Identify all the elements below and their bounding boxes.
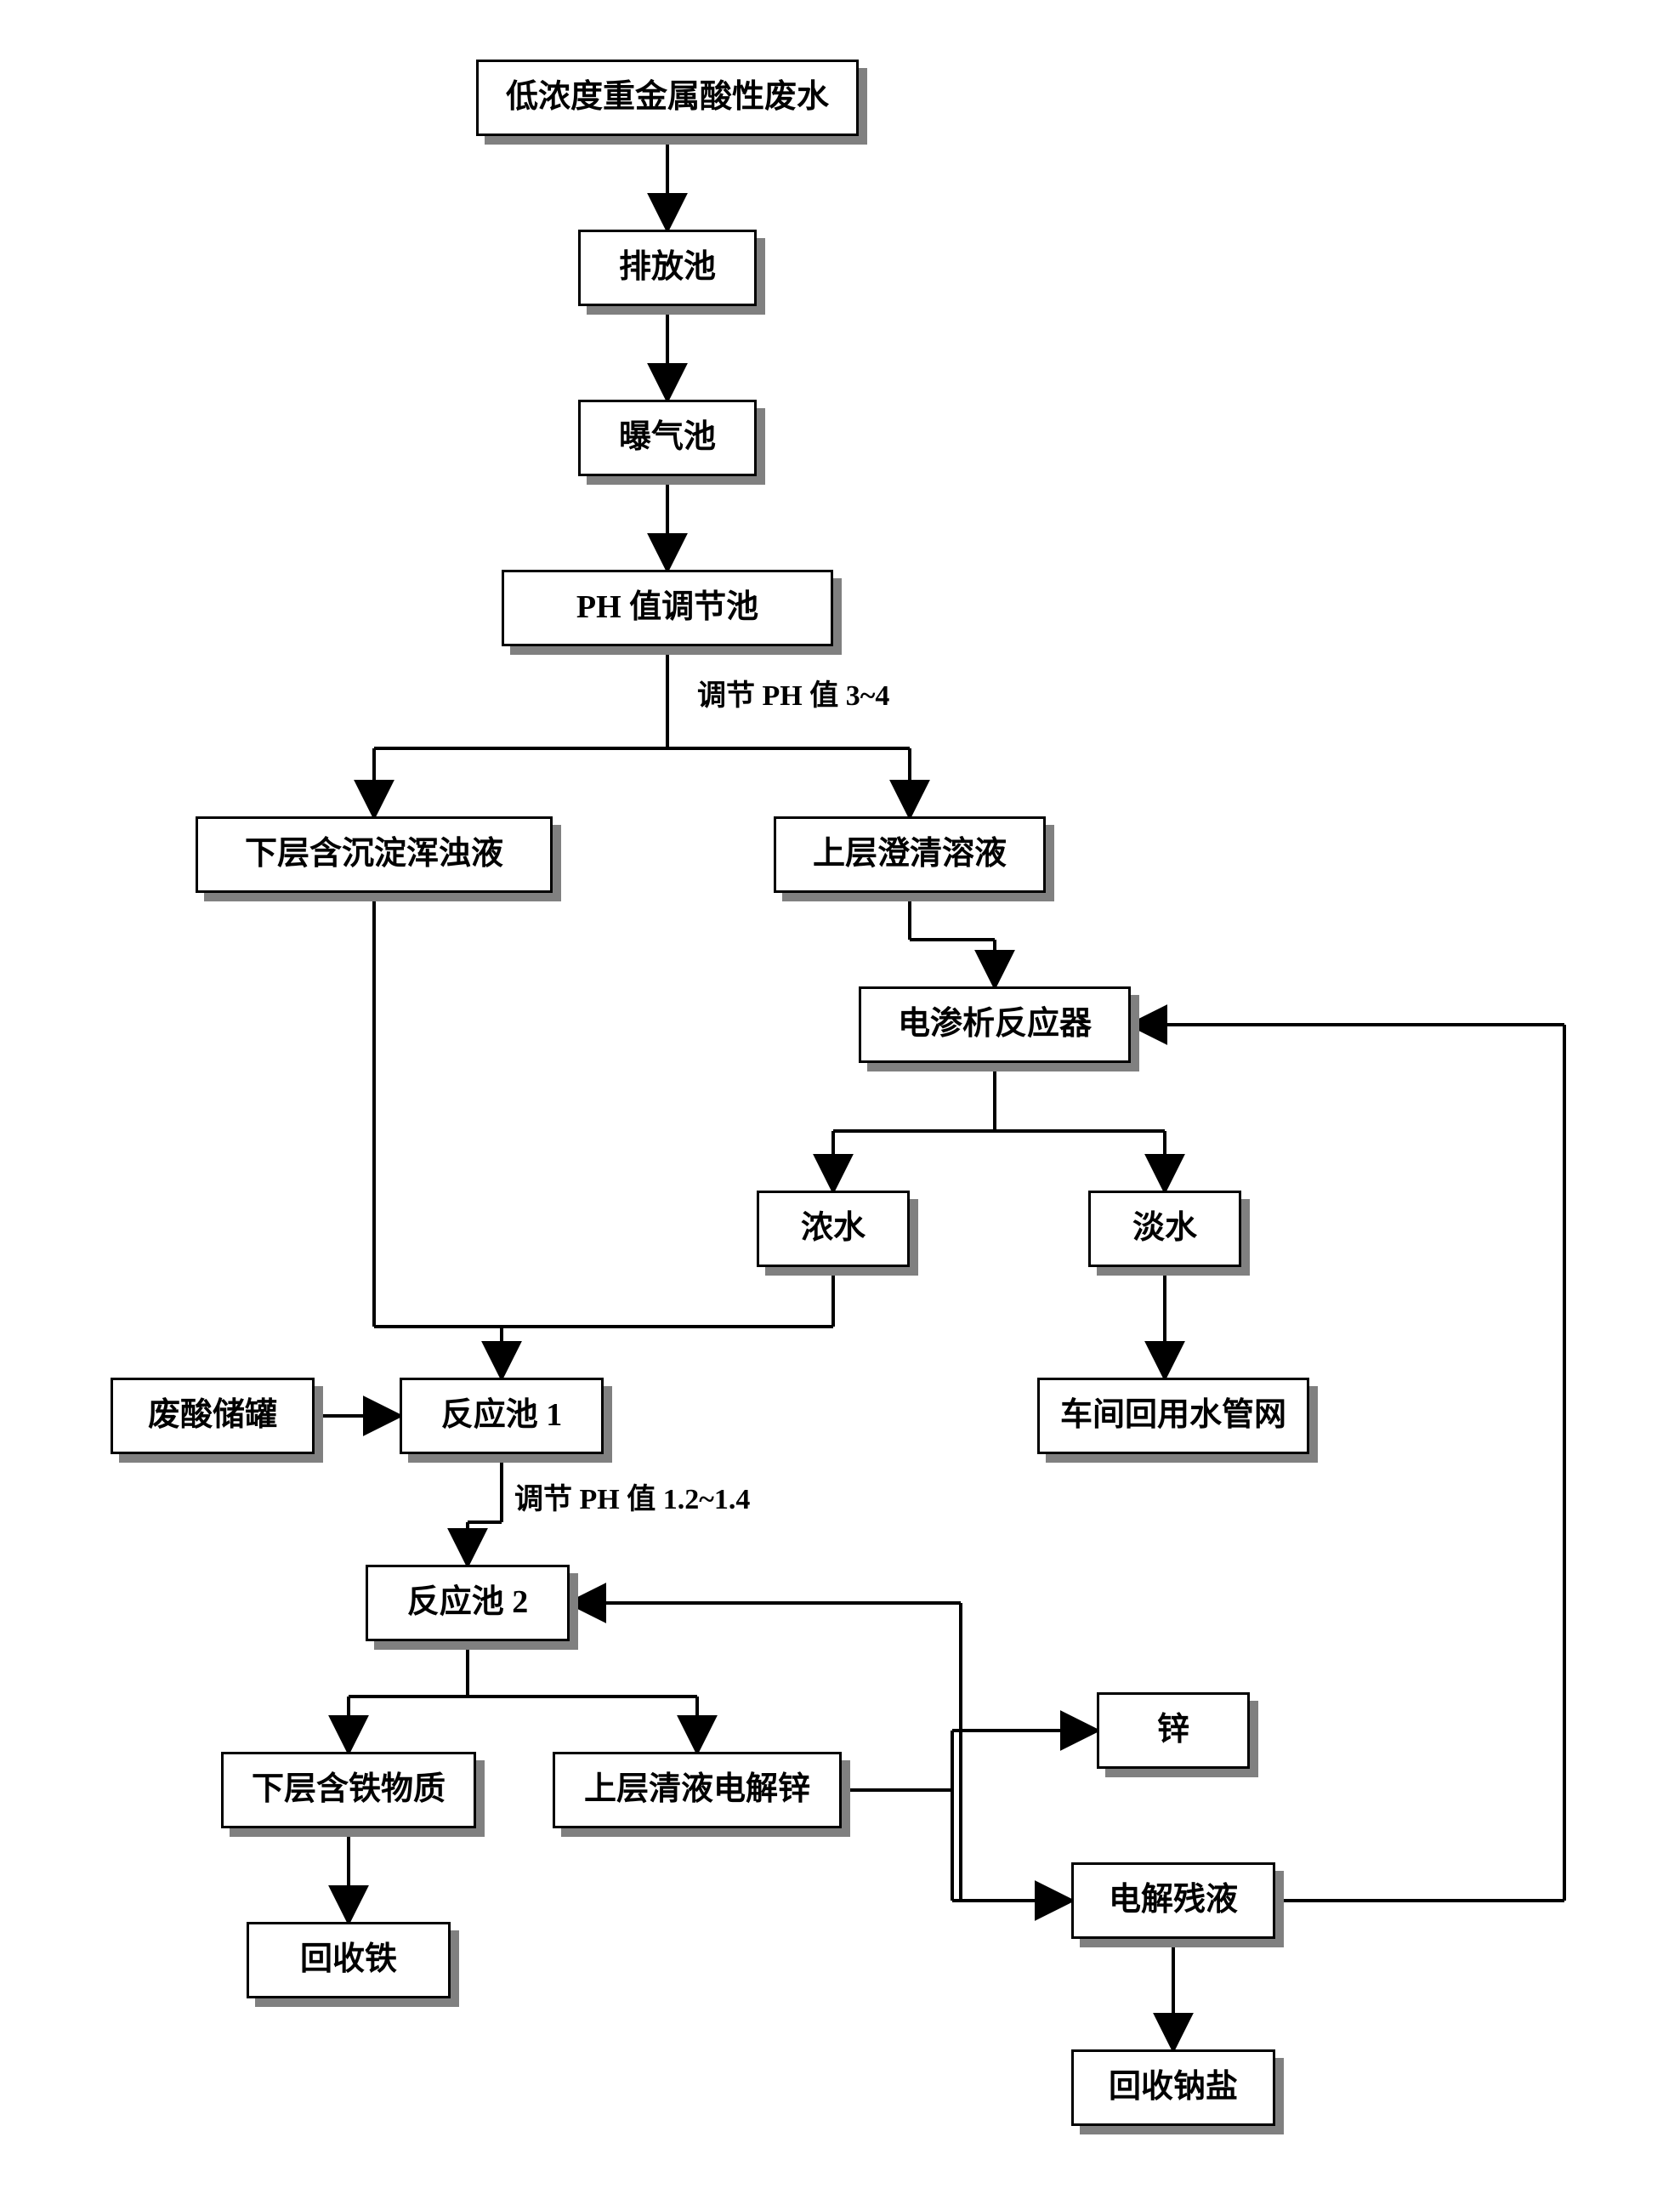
flow-node-n16: 锌 [1097,1692,1250,1769]
flow-node-n7: 电渗析反应器 [859,986,1131,1063]
flow-node-n10: 废酸储罐 [111,1378,315,1454]
edge-label-el2: 调节 PH 值 1.2~1.4 [514,1475,750,1517]
flow-node-n8: 浓水 [757,1191,910,1267]
flow-node-n1: 低浓度重金属酸性废水 [476,60,859,136]
flow-node-n17: 回收铁 [247,1922,451,1998]
flowchart-canvas: 低浓度重金属酸性废水排放池曝气池 PH 值调节池下层含沉淀浑浊液 上层澄清溶液电渗析… [0,0,1680,2194]
flow-node-n6: 上层澄清溶液 [774,816,1046,893]
edge-label-el1: 调节 PH 值 3~4 [697,672,889,713]
flow-node-n9: 淡水 [1088,1191,1241,1267]
flow-node-n2: 排放池 [578,230,757,306]
flow-node-n3: 曝气池 [578,400,757,476]
edges-layer [0,0,1680,2194]
flow-node-n12: 车间回用水管网 [1037,1378,1309,1454]
flow-node-n4: PH 值调节池 [502,570,833,646]
flow-node-n11: 反应池 1 [400,1378,604,1454]
flow-node-n19: 回收钠盐 [1071,2049,1275,2126]
flow-node-n18: 电解残液 [1071,1862,1275,1939]
flow-node-n14: 下层含铁物质 [221,1752,476,1828]
flow-node-n5: 下层含沉淀浑浊液 [196,816,553,893]
flow-node-n15: 上层清液电解锌 [553,1752,842,1828]
flow-node-n13: 反应池 2 [366,1565,570,1641]
